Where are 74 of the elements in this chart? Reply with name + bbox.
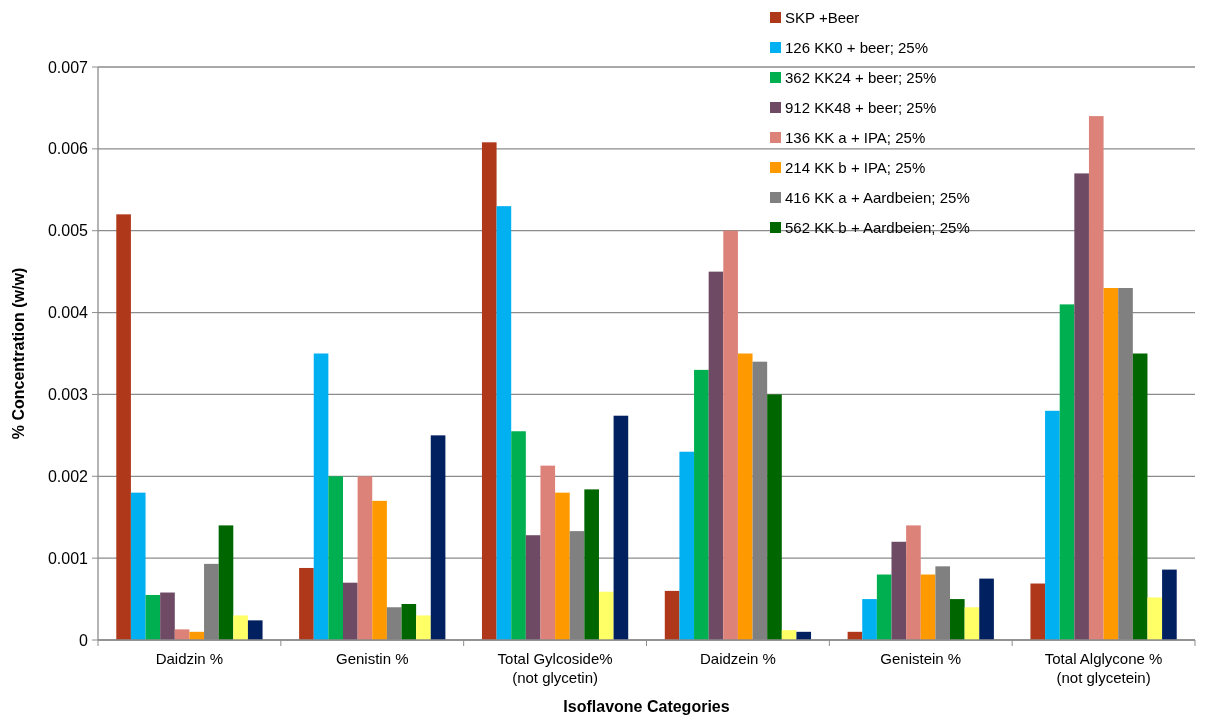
x-tick-label: Daidzein % bbox=[699, 650, 776, 667]
bar bbox=[876, 574, 892, 640]
bar bbox=[160, 592, 175, 640]
bar bbox=[357, 476, 373, 640]
bar bbox=[891, 541, 907, 640]
bar bbox=[328, 476, 343, 640]
bar bbox=[1059, 304, 1075, 640]
bar bbox=[708, 271, 724, 640]
bar bbox=[694, 369, 709, 640]
legend-label: SKP +Beer bbox=[785, 9, 860, 27]
bar bbox=[299, 567, 314, 640]
bar bbox=[679, 451, 695, 640]
bar bbox=[862, 599, 877, 640]
bar bbox=[1103, 288, 1119, 640]
legend-label: 912 KK48 + beer; 25% bbox=[785, 99, 937, 117]
bar bbox=[664, 590, 680, 640]
legend-label: 126 KK0 + beer; 25% bbox=[785, 39, 929, 57]
bar bbox=[1045, 410, 1060, 640]
x-tick-label: Genistin % bbox=[335, 650, 409, 667]
y-tick-label: 0.002 bbox=[47, 467, 89, 485]
bar bbox=[145, 594, 161, 640]
bar bbox=[233, 615, 248, 640]
y-tick-label: 0.006 bbox=[47, 140, 89, 158]
bar bbox=[964, 607, 980, 640]
bar bbox=[511, 431, 526, 640]
x-tick-label: Total Gylcoside% (not glycetin) bbox=[497, 650, 613, 686]
x-tick-label: Total Alglycone % (not glycetein) bbox=[1044, 650, 1163, 686]
bar bbox=[247, 620, 263, 640]
bar bbox=[1074, 173, 1089, 640]
bar bbox=[430, 435, 446, 640]
bar bbox=[116, 214, 131, 640]
bar bbox=[950, 599, 965, 640]
y-tick-label: 0.003 bbox=[47, 386, 89, 404]
bar bbox=[343, 582, 358, 640]
bar bbox=[920, 574, 936, 640]
y-tick-label: 0 bbox=[79, 631, 89, 649]
bar bbox=[613, 415, 629, 640]
bar bbox=[401, 603, 417, 640]
bar bbox=[525, 535, 541, 640]
legend-label: 416 KK a + Aardbeien; 25% bbox=[785, 189, 970, 207]
bar bbox=[1162, 569, 1177, 640]
x-axis-title: Isoflavone Categories bbox=[563, 698, 730, 715]
bar bbox=[598, 591, 614, 640]
y-tick-label: 0.005 bbox=[47, 222, 89, 240]
bar bbox=[1147, 597, 1163, 640]
bar bbox=[979, 578, 994, 640]
bar bbox=[218, 525, 234, 640]
bar bbox=[1030, 583, 1046, 640]
bar bbox=[737, 353, 753, 640]
legend-label: 362 KK24 + beer; 25% bbox=[785, 69, 937, 87]
x-tick-label: Genistein % bbox=[880, 650, 962, 667]
y-axis-title: % Concentration (w/w) bbox=[10, 267, 27, 440]
legend-label: 214 KK b + IPA; 25% bbox=[785, 159, 926, 177]
legend-label: 136 KK a + IPA; 25% bbox=[785, 129, 926, 147]
y-tick-label: 0.004 bbox=[47, 304, 89, 322]
bar bbox=[174, 629, 190, 640]
bar bbox=[555, 492, 570, 640]
x-tick-label: Daidzin % bbox=[155, 650, 224, 667]
bar bbox=[906, 525, 921, 640]
bar bbox=[496, 206, 512, 640]
bar bbox=[313, 353, 329, 640]
y-tick-label: 0.007 bbox=[47, 58, 89, 76]
y-tick-label: 0.001 bbox=[47, 549, 89, 567]
bar bbox=[416, 615, 431, 640]
bar bbox=[1132, 353, 1148, 640]
bar bbox=[723, 230, 738, 640]
bar bbox=[372, 500, 387, 640]
bar bbox=[540, 465, 556, 640]
bar bbox=[584, 489, 599, 640]
legend-label: 562 KK b + Aardbeien; 25% bbox=[785, 219, 970, 237]
bar bbox=[767, 394, 782, 640]
bar bbox=[1088, 116, 1104, 640]
bar bbox=[481, 142, 497, 640]
bar bbox=[130, 492, 146, 640]
